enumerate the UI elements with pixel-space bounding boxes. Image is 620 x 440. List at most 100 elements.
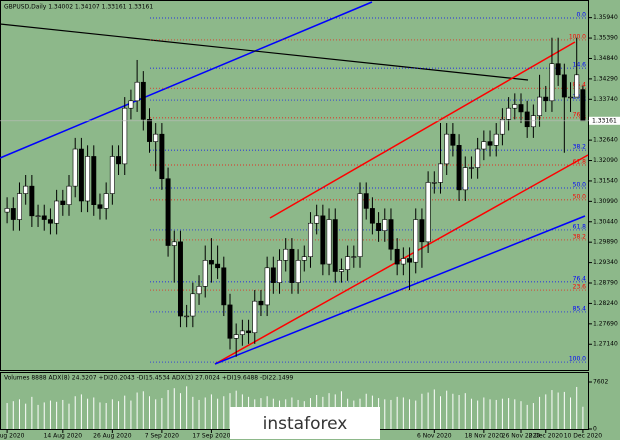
fib-label: 76.4 <box>573 275 587 282</box>
candle-body <box>357 193 363 257</box>
fib-label: 61.8 <box>573 223 587 230</box>
candle-body <box>537 96 543 116</box>
candle-body <box>17 193 22 220</box>
x-tick-label: 10 Dec 2020 <box>564 433 603 440</box>
y-tick-label: 1.32090 <box>593 157 618 164</box>
candle-body <box>493 133 499 146</box>
candle-body <box>561 74 567 98</box>
candle-body <box>376 222 382 231</box>
fib-label: 100.0 <box>569 33 586 40</box>
candle-body <box>407 258 413 263</box>
volume-tick-label: 0 <box>593 426 597 433</box>
candle-body <box>196 286 202 295</box>
candle-body <box>314 215 320 224</box>
candle-body <box>332 219 338 272</box>
candle-body <box>530 115 536 128</box>
x-tick-label: 3 Aug 2020 <box>0 433 25 440</box>
candle-body <box>47 219 53 224</box>
candle-body <box>103 193 109 209</box>
candle-body <box>413 219 419 263</box>
candle-body <box>122 107 128 165</box>
candle-body <box>295 260 301 283</box>
candle-body <box>444 133 450 165</box>
y-tick-label: 1.29890 <box>593 239 618 246</box>
candle-body <box>78 148 84 202</box>
candle-body <box>264 267 270 306</box>
candle-body <box>468 167 474 169</box>
candle-body <box>85 156 91 202</box>
y-tick-label: 1.28240 <box>593 300 618 307</box>
candle-body <box>29 185 35 217</box>
x-tick-label: 7 Sep 2020 <box>145 433 179 440</box>
fib-label: 61.8 <box>573 158 587 165</box>
candle-body <box>116 156 122 165</box>
x-tick-label: 6 Nov 2020 <box>417 433 452 440</box>
candle-body <box>301 256 307 261</box>
candle-body <box>215 263 221 269</box>
watermark: instaforex <box>263 414 348 434</box>
candle-body <box>72 148 78 187</box>
trend-line <box>0 1 373 159</box>
y-tick-label: 1.34840 <box>593 55 618 62</box>
candle-body <box>184 315 190 318</box>
candle-body <box>153 133 159 142</box>
y-tick-label: 1.33740 <box>593 96 618 103</box>
x-tick-label: 17 Sep 2020 <box>192 433 230 440</box>
candle-body <box>258 300 264 306</box>
candle-body <box>456 145 462 191</box>
fib-label: 14.6 <box>573 62 587 69</box>
candle-body <box>394 248 400 265</box>
candle-body <box>481 141 487 150</box>
y-tick-label: 1.32640 <box>593 137 618 144</box>
candle-body <box>320 215 326 265</box>
candle-body <box>487 141 493 146</box>
candle-body <box>369 208 375 224</box>
x-tick-label: 26 Nov 2020 <box>502 433 541 440</box>
candle-body <box>425 182 431 243</box>
candle-body <box>431 182 437 184</box>
y-tick-label: 1.34290 <box>593 75 618 82</box>
candle-body <box>338 269 344 272</box>
candle-body <box>202 260 208 287</box>
x-tick-label: 26 Aug 2020 <box>93 433 132 440</box>
candle-body <box>555 63 561 76</box>
candle-body <box>147 119 152 142</box>
candle-body <box>4 208 10 213</box>
fib-label: 76.4 <box>573 111 587 118</box>
chart-title: GBPUSD,Daily 1.34002 1.34107 1.33161 1.3… <box>4 4 153 11</box>
channel-line <box>269 41 576 219</box>
watermark-box <box>230 407 380 439</box>
candle-body <box>308 222 313 257</box>
candle-body <box>128 100 134 109</box>
y-tick-label: 1.27690 <box>593 320 618 327</box>
candle-body <box>345 256 351 270</box>
fib-label: 23.6 <box>573 94 587 101</box>
candle-body <box>190 293 196 317</box>
candle-body <box>351 256 357 258</box>
trend-line <box>0 23 529 81</box>
candle-body <box>382 219 388 231</box>
candle-body <box>283 248 289 261</box>
y-tick-label: 1.31540 <box>593 177 618 184</box>
candle-body <box>543 96 549 102</box>
y-tick-label: 1.35940 <box>593 14 618 21</box>
y-tick-label: 1.28790 <box>593 280 618 287</box>
candle-body <box>227 304 233 339</box>
fib-label: 38.2 <box>573 233 587 240</box>
candle-body <box>41 215 47 220</box>
candle-body <box>363 193 369 209</box>
candle-body <box>159 133 165 180</box>
y-tick-label: 1.29340 <box>593 259 618 266</box>
candle-body <box>221 267 227 306</box>
candle-body <box>524 111 530 128</box>
y-tick-label: 1.35390 <box>593 35 618 42</box>
indicator-title: Volumes 8888 ADX(8) 24.3207 +DI20.2043 -… <box>4 375 294 382</box>
candle-body <box>506 107 512 120</box>
x-tick-label: 2 Dec 2020 <box>528 433 563 440</box>
main-frame <box>0 0 589 371</box>
candle-body <box>97 204 103 209</box>
candle-body <box>239 330 245 335</box>
candle-body <box>518 104 524 113</box>
candle-body <box>400 258 406 265</box>
